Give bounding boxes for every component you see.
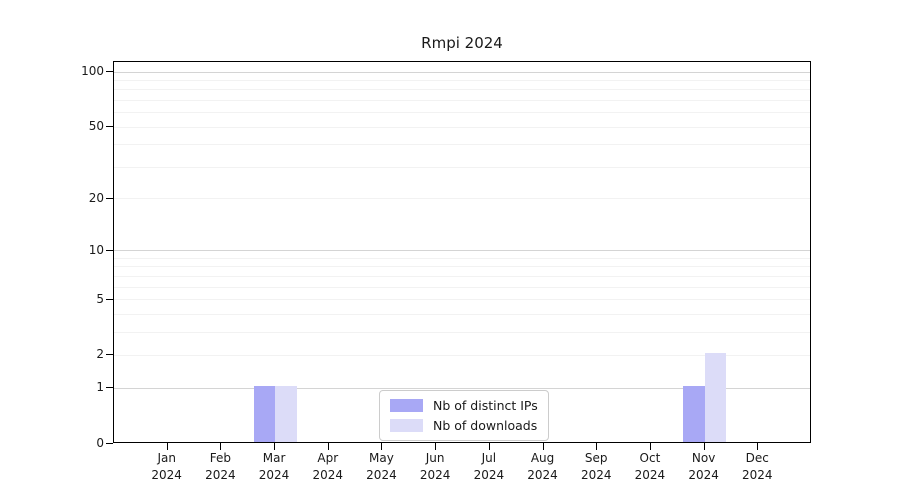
y-axis-tick (106, 354, 113, 356)
y-axis-tick (106, 249, 113, 251)
y-axis-tick-label: 5 (96, 291, 104, 306)
x-axis-tick-label: Feb 2024 (205, 451, 236, 482)
y-axis-tick (106, 387, 113, 389)
x-axis-tick-label: Sep 2024 (580, 451, 612, 482)
y-axis-tick (106, 197, 113, 199)
x-axis-tick-label: Oct 2024 (634, 451, 666, 482)
x-axis-tick (274, 443, 276, 450)
gridline-minor (114, 198, 810, 200)
y-axis-tick (106, 126, 113, 128)
gridline-minor (114, 144, 810, 146)
y-axis-tick (106, 443, 113, 444)
gridline-minor (114, 89, 810, 91)
legend: Nb of distinct IPs Nb of downloads (379, 390, 549, 441)
gridline-minor (114, 126, 810, 128)
y-axis-tick (106, 298, 113, 300)
gridline-minor (114, 257, 810, 259)
x-axis-tick (703, 443, 705, 450)
gridline-major (114, 387, 810, 389)
legend-item-distinct-ips: Nb of distinct IPs (390, 398, 538, 413)
legend-swatch-distinct-ips-icon (390, 399, 423, 412)
chart-title: Rmpi 2024 (421, 34, 503, 52)
x-axis-tick-label: Nov 2024 (688, 451, 719, 482)
x-axis-tick-label: Dec 2024 (742, 451, 773, 482)
x-axis-tick (220, 443, 222, 450)
gridline-minor (114, 313, 810, 315)
x-axis-tick-label: Apr 2024 (312, 451, 344, 482)
y-axis-tick-label: 1 (96, 380, 104, 395)
bar-nb-of-distinct-ips-nov-2024 (683, 386, 705, 442)
bar-nb-of-downloads-nov-2024 (704, 353, 727, 442)
x-axis-tick-label: May 2024 (366, 451, 397, 482)
x-axis-tick-label: Jun 2024 (419, 451, 451, 482)
x-axis-tick-label: Jul 2024 (473, 451, 505, 482)
gridline-minor (114, 166, 810, 168)
gridline-minor (114, 299, 810, 301)
x-axis-tick (757, 443, 759, 450)
gridline-minor (114, 99, 810, 101)
legend-swatch-downloads-icon (390, 419, 423, 432)
x-axis-tick (381, 443, 383, 450)
gridline-minor (114, 354, 810, 356)
legend-label-distinct-ips: Nb of distinct IPs (433, 398, 538, 413)
y-axis-tick (106, 71, 113, 72)
gridline-minor (114, 275, 810, 277)
gridline-minor (114, 266, 810, 268)
x-axis-tick (542, 443, 544, 450)
x-axis-tick (327, 443, 329, 450)
bar-nb-of-distinct-ips-mar-2024 (253, 386, 276, 442)
y-axis-tick-label: 20 (88, 190, 104, 205)
gridline-major (114, 71, 810, 73)
gridline-minor (114, 79, 810, 81)
x-axis-tick (596, 443, 598, 450)
bar-nb-of-downloads-mar-2024 (275, 386, 297, 442)
x-axis-tick-label: Jan 2024 (151, 451, 182, 482)
legend-label-downloads: Nb of downloads (433, 418, 538, 433)
plot-area: Nb of distinct IPs Nb of downloads (113, 61, 811, 443)
x-axis-tick (649, 443, 651, 450)
y-axis-tick-label: 0 (96, 436, 104, 450)
gridline-major (114, 250, 810, 252)
x-axis-tick (166, 443, 168, 450)
x-axis-tick (488, 443, 490, 450)
x-axis-tick-label: Aug 2024 (527, 451, 558, 482)
y-axis-tick-label: 10 (88, 242, 104, 257)
gridline-minor (114, 112, 810, 114)
y-axis-tick-label: 50 (88, 119, 104, 134)
x-axis-tick-label: Mar 2024 (258, 451, 290, 482)
gridline-minor (114, 331, 810, 333)
legend-item-downloads: Nb of downloads (390, 418, 538, 433)
x-axis-tick (435, 443, 437, 450)
y-axis-tick-label: 100 (81, 64, 104, 78)
gridline-minor (114, 286, 810, 288)
y-axis-tick-label: 2 (96, 347, 104, 362)
